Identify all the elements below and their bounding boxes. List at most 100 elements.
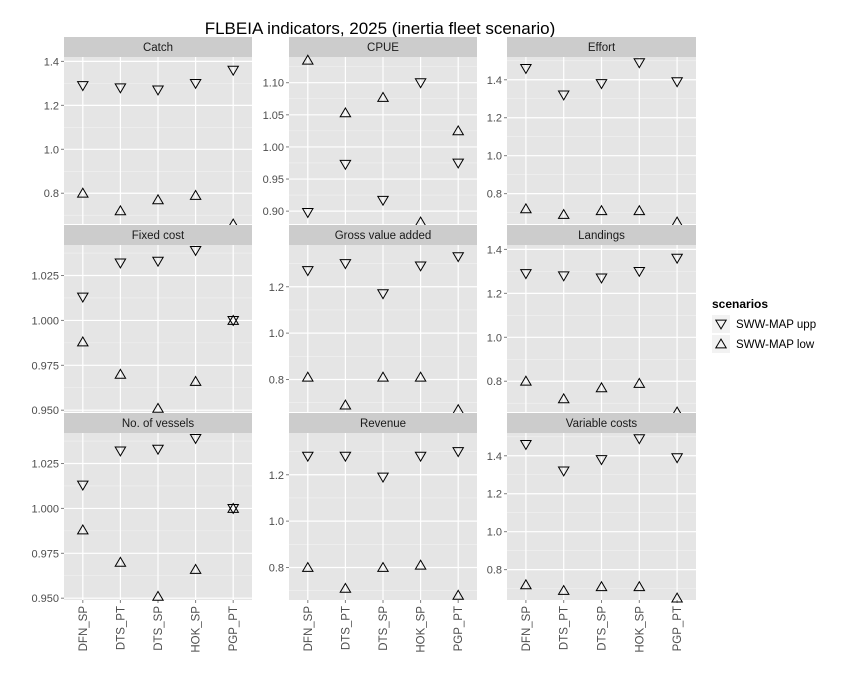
point-upp	[595, 273, 608, 284]
y-tick-label: 0.950	[31, 593, 59, 605]
point-upp	[189, 78, 202, 90]
legend-marker-low	[714, 338, 728, 349]
point-low	[114, 204, 127, 216]
point-low	[595, 204, 608, 216]
point-upp	[633, 266, 646, 278]
x-tick-label: PGP_PT	[228, 606, 240, 651]
x-tick-label: HOK_SP	[191, 606, 203, 653]
point-low	[452, 124, 465, 136]
x-tick-label: DTS_SP	[378, 606, 390, 651]
y-tick-label: 1.0	[487, 527, 502, 539]
point-upp	[114, 446, 127, 457]
point-upp	[339, 159, 352, 171]
panel-title: Revenue	[360, 418, 406, 430]
x-tick-label: DFN_SP	[521, 606, 533, 652]
point-low	[151, 590, 165, 601]
panel-strip	[64, 225, 252, 245]
facet-panels: Catch 0.8 1.0 1.2 1.4 CPUE 0.90 0.95 1.00 1.05 1.1…	[31, 37, 696, 653]
y-tick-label: 1.0	[487, 332, 502, 344]
panel-title: Gross value added	[335, 230, 432, 242]
panel: Landings 0.8 1.0 1.2 1.4	[487, 225, 696, 417]
y-tick-label: 1.000	[31, 315, 59, 327]
point-low	[189, 189, 202, 200]
legend-marker-upp	[714, 319, 728, 330]
y-tick-label: 1.0	[269, 328, 284, 340]
point-upp	[671, 253, 684, 265]
point-upp	[76, 292, 89, 304]
point-low	[414, 559, 427, 570]
point-low	[519, 202, 532, 214]
point-upp	[633, 58, 646, 69]
y-tick-label: 1.0	[44, 144, 59, 156]
point-low	[189, 375, 202, 386]
y-tick-label: 0.8	[269, 375, 284, 387]
point-upp	[595, 455, 608, 466]
y-tick-label: 1.025	[31, 271, 59, 283]
point-low	[633, 580, 646, 592]
y-tick-label: 1.10	[263, 78, 284, 90]
point-upp	[189, 245, 202, 257]
y-tick-label: 0.90	[263, 206, 284, 218]
panel: CPUE 0.90 0.95 1.00 1.05 1.10	[263, 37, 477, 227]
point-low	[151, 193, 165, 205]
point-upp	[339, 259, 352, 270]
panel-strip	[289, 225, 477, 245]
panel-strip	[64, 413, 252, 433]
point-upp	[557, 271, 570, 282]
y-tick-label: 1.2	[269, 470, 284, 482]
point-low	[339, 106, 352, 118]
point-low	[519, 578, 532, 590]
point-upp	[189, 433, 202, 445]
point-low	[339, 399, 352, 410]
panel: Fixed cost 0.950 0.975 1.000 1.025	[31, 225, 252, 417]
legend-title: scenarios	[712, 297, 768, 311]
panel-title: No. of vessels	[122, 418, 194, 430]
point-low	[376, 371, 390, 382]
panel: Variable costs 0.8 1.0 1.2 1.4 DFN_SP DTS_PT DT…	[487, 413, 696, 653]
point-upp	[376, 472, 390, 483]
legend-key	[712, 315, 730, 333]
panel: Effort 0.8 1.0 1.2 1.4	[487, 37, 696, 227]
y-tick-label: 1.2	[487, 288, 502, 300]
point-low	[339, 582, 352, 593]
x-tick-label: HOK_SP	[416, 606, 428, 653]
panel-title: Fixed cost	[132, 230, 185, 242]
x-tick-label: HOK_SP	[634, 606, 646, 653]
panel-title: Effort	[588, 42, 616, 54]
point-upp	[414, 261, 427, 272]
panel-strip	[507, 37, 696, 57]
y-tick-label: 0.8	[487, 189, 502, 201]
x-tick-label: PGP_PT	[453, 606, 465, 651]
panel-title: CPUE	[367, 42, 399, 54]
y-tick-label: 0.8	[487, 376, 502, 388]
panel-title: Variable costs	[566, 418, 638, 430]
x-tick-label: DTS_PT	[115, 606, 127, 650]
point-upp	[557, 466, 570, 477]
point-low	[633, 204, 646, 216]
y-tick-label: 1.2	[487, 489, 502, 501]
panel-strip	[507, 413, 696, 433]
y-tick-label: 1.00	[263, 142, 284, 154]
x-tick-label: DFN_SP	[303, 606, 315, 652]
point-upp	[452, 447, 465, 458]
chart-title: FLBEIA indicators, 2025 (inertia fleet s…	[205, 19, 556, 38]
point-upp	[671, 77, 684, 88]
panel-strip	[289, 413, 477, 433]
y-tick-label: 1.4	[487, 451, 502, 463]
y-tick-label: 0.8	[487, 565, 502, 577]
panel: No. of vessels 0.950 0.975 1.000 1.025 DFN_SP…	[31, 413, 252, 653]
x-tick-label: DTS_PT	[340, 606, 352, 650]
point-upp	[76, 81, 89, 92]
point-low	[557, 392, 570, 404]
panel: Catch 0.8 1.0 1.2 1.4	[44, 37, 252, 229]
panel: Revenue 0.8 1.0 1.2 DFN_SP DTS_PT DTS_SP HOK_SP…	[269, 413, 477, 653]
point-upp	[76, 480, 89, 492]
point-upp	[376, 195, 390, 207]
y-tick-label: 1.2	[487, 113, 502, 125]
point-upp	[519, 269, 532, 280]
legend-label: SWW-MAP low	[736, 339, 815, 351]
point-low	[301, 561, 314, 572]
y-tick-label: 1.05	[263, 110, 284, 122]
point-low	[633, 377, 646, 388]
point-low	[76, 187, 89, 198]
